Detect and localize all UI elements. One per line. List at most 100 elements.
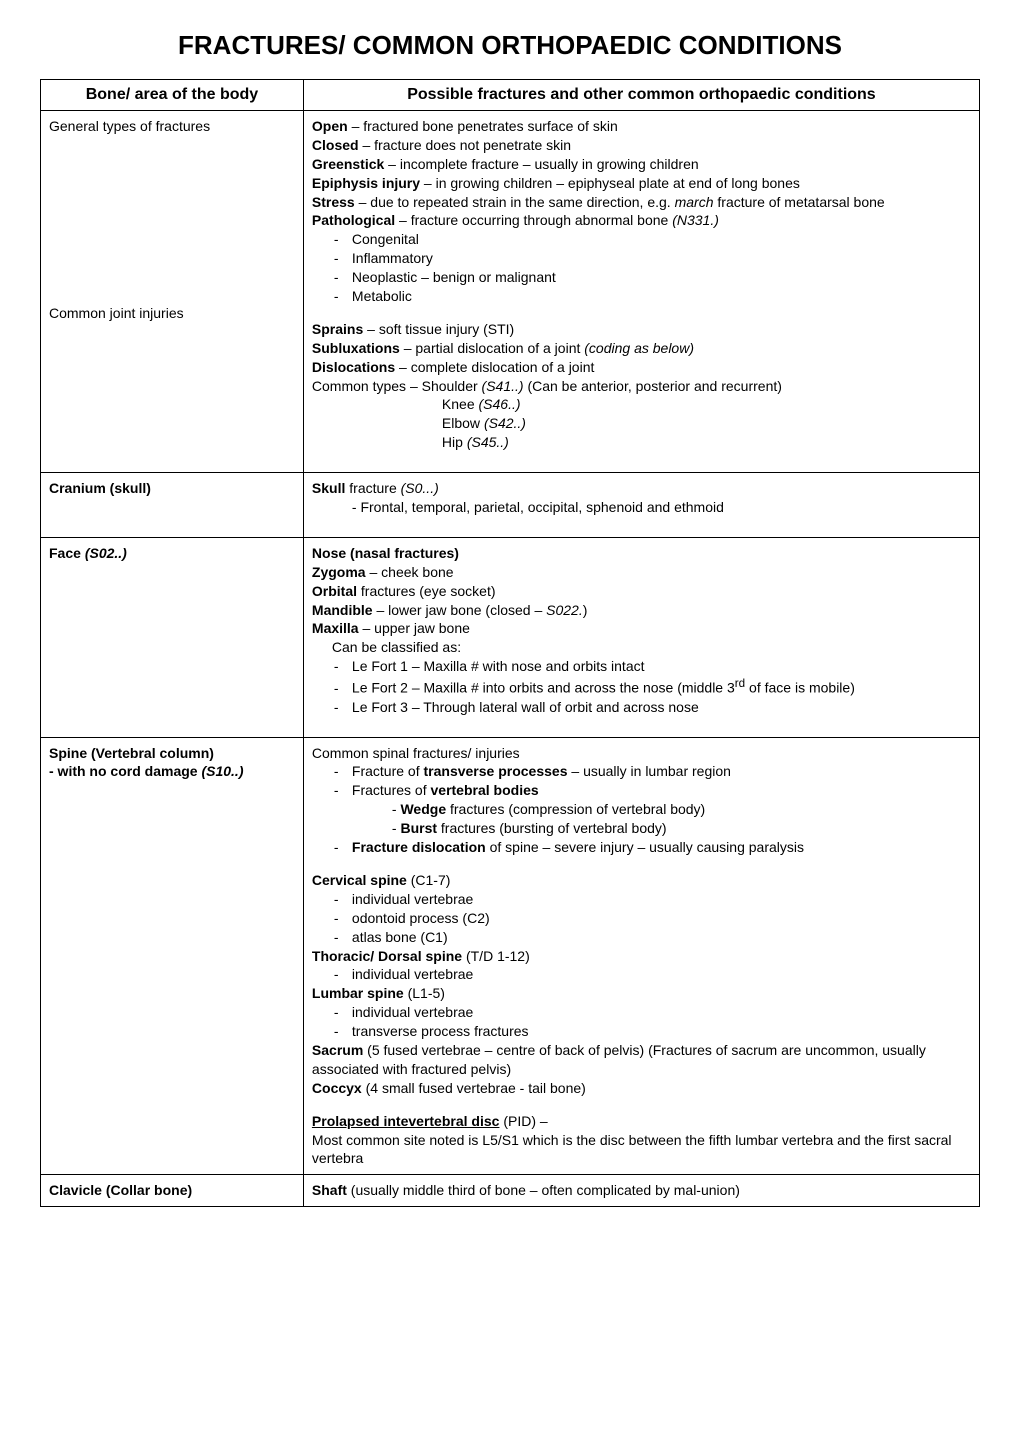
term: Burst <box>400 820 437 836</box>
text: fractures (bursting of vertebral body) <box>437 820 667 836</box>
lefort-list: Le Fort 1 – Maxilla # with nose and orbi… <box>312 657 971 716</box>
definition: – upper jaw bone <box>359 620 470 636</box>
table-row: Clavicle (Collar bone) Shaft (usually mi… <box>41 1175 980 1207</box>
row-label: General types of fractures Common joint … <box>41 111 304 473</box>
term: Cervical spine <box>312 872 407 888</box>
definition: Elbow <box>442 415 484 431</box>
term: Zygoma <box>312 564 366 580</box>
term: Skull <box>312 480 345 496</box>
term: Mandible <box>312 602 373 618</box>
list-item: atlas bone (C1) <box>352 928 971 947</box>
text: fractures (compression of vertebral body… <box>446 801 705 817</box>
definition: – fracture does not penetrate skin <box>359 137 571 153</box>
header-right: Possible fractures and other common orth… <box>303 80 979 111</box>
term: Subluxations <box>312 340 400 356</box>
label-text: Clavicle (Collar bone) <box>49 1182 192 1198</box>
list-item: Metabolic <box>352 287 971 306</box>
term: Open <box>312 118 348 134</box>
row-label: Face (S02..) <box>41 537 304 737</box>
code: (coding as below) <box>584 340 694 356</box>
list-item: transverse process fractures <box>352 1022 971 1041</box>
term: Nose (nasal fractures) <box>312 544 971 563</box>
list-item: Fracture dislocation of spine – severe i… <box>352 838 971 857</box>
table-row: General types of fractures Common joint … <box>41 111 980 473</box>
definition: Most common site noted is L5/S1 which is… <box>312 1131 971 1169</box>
term: Shaft <box>312 1182 347 1198</box>
term: Sprains <box>312 321 363 337</box>
definition: – fractured bone penetrates surface of s… <box>348 118 618 134</box>
definition: – in growing children – epiphyseal plate… <box>420 175 800 191</box>
definition: – lower jaw bone (closed – <box>373 602 547 618</box>
term: Sacrum <box>312 1042 363 1058</box>
list-item: odontoid process (C2) <box>352 909 971 928</box>
label-text: Face <box>49 545 85 561</box>
definition: - Frontal, temporal, parietal, occipital… <box>312 498 971 517</box>
term: Greenstick <box>312 156 384 172</box>
list-item: Inflammatory <box>352 249 971 268</box>
definition: (Can be anterior, posterior and recurren… <box>524 378 782 394</box>
label-text: General types of fractures <box>49 118 210 134</box>
text: (C1-7) <box>407 872 451 888</box>
definition: Knee <box>442 396 479 412</box>
table-row: Spine (Vertebral column) - with no cord … <box>41 737 980 1175</box>
lumbar-list: individual vertebrae transverse process … <box>312 1003 971 1041</box>
conditions-table: Bone/ area of the body Possible fracture… <box>40 79 980 1207</box>
row-content: Nose (nasal fractures) Zygoma – cheek bo… <box>303 537 979 737</box>
list-item: Fracture of transverse processes – usual… <box>352 762 971 781</box>
term: Epiphysis injury <box>312 175 420 191</box>
term: Dislocations <box>312 359 395 375</box>
table-row: Face (S02..) Nose (nasal fractures) Zygo… <box>41 537 980 737</box>
row-label: Spine (Vertebral column) - with no cord … <box>41 737 304 1175</box>
code: (S41..) <box>482 378 524 394</box>
text: Fracture of <box>352 763 424 779</box>
definition: march <box>675 194 714 210</box>
term: Orbital <box>312 583 357 599</box>
definition: – soft tissue injury (STI) <box>363 321 514 337</box>
definition: ) <box>583 602 588 618</box>
thoracic-list: individual vertebrae <box>312 965 971 984</box>
table-header-row: Bone/ area of the body Possible fracture… <box>41 80 980 111</box>
term: Thoracic/ Dorsal spine <box>312 948 462 964</box>
text: Le Fort 2 – Maxilla # into orbits and ac… <box>352 680 735 696</box>
page-title: FRACTURES/ COMMON ORTHOPAEDIC CONDITIONS <box>40 30 980 61</box>
term: Closed <box>312 137 359 153</box>
definition: (usually middle third of bone – often co… <box>347 1182 740 1198</box>
list-item: Neoplastic – benign or malignant <box>352 268 971 287</box>
code: (N331.) <box>672 212 719 228</box>
list-item: Fractures of vertebral bodies <box>352 781 971 800</box>
row-content: Common spinal fractures/ injuries Fractu… <box>303 737 979 1175</box>
label-text: Common joint injuries <box>49 304 295 323</box>
row-label: Cranium (skull) <box>41 473 304 538</box>
text: Fractures of <box>352 782 431 798</box>
term: transverse processes <box>424 763 568 779</box>
text: of face is mobile) <box>745 680 855 696</box>
definition: Hip <box>442 434 467 450</box>
term: Pathological <box>312 212 395 228</box>
code: (S46..) <box>479 396 521 412</box>
term: Wedge <box>400 801 446 817</box>
term: Maxilla <box>312 620 359 636</box>
definition: Can be classified as: <box>312 638 971 657</box>
term: Lumbar spine <box>312 985 404 1001</box>
label-text: Cranium (skull) <box>49 480 151 496</box>
term: Stress <box>312 194 355 210</box>
spine-list2: Fracture dislocation of spine – severe i… <box>312 838 971 857</box>
code: (S42..) <box>484 415 526 431</box>
text: (PID) – <box>499 1113 547 1129</box>
definition: Common types – Shoulder <box>312 378 482 394</box>
text: (5 fused vertebrae – centre of back of p… <box>312 1042 926 1077</box>
term: vertebral bodies <box>431 782 539 798</box>
term: Prolapsed intevertebral disc <box>312 1113 500 1129</box>
row-label: Clavicle (Collar bone) <box>41 1175 304 1207</box>
code: (S02..) <box>85 545 127 561</box>
superscript: rd <box>735 677 745 690</box>
list-item: individual vertebrae <box>352 965 971 984</box>
definition: – complete dislocation of a joint <box>395 359 594 375</box>
term: Coccyx <box>312 1080 362 1096</box>
row-content: Shaft (usually middle third of bone – of… <box>303 1175 979 1207</box>
list-item: Le Fort 1 – Maxilla # with nose and orbi… <box>352 657 971 676</box>
list-item: Congenital <box>352 230 971 249</box>
text: of spine – severe injury – usually causi… <box>486 839 804 855</box>
definition: fracture <box>345 480 400 496</box>
list-item: Le Fort 3 – Through lateral wall of orbi… <box>352 698 971 717</box>
